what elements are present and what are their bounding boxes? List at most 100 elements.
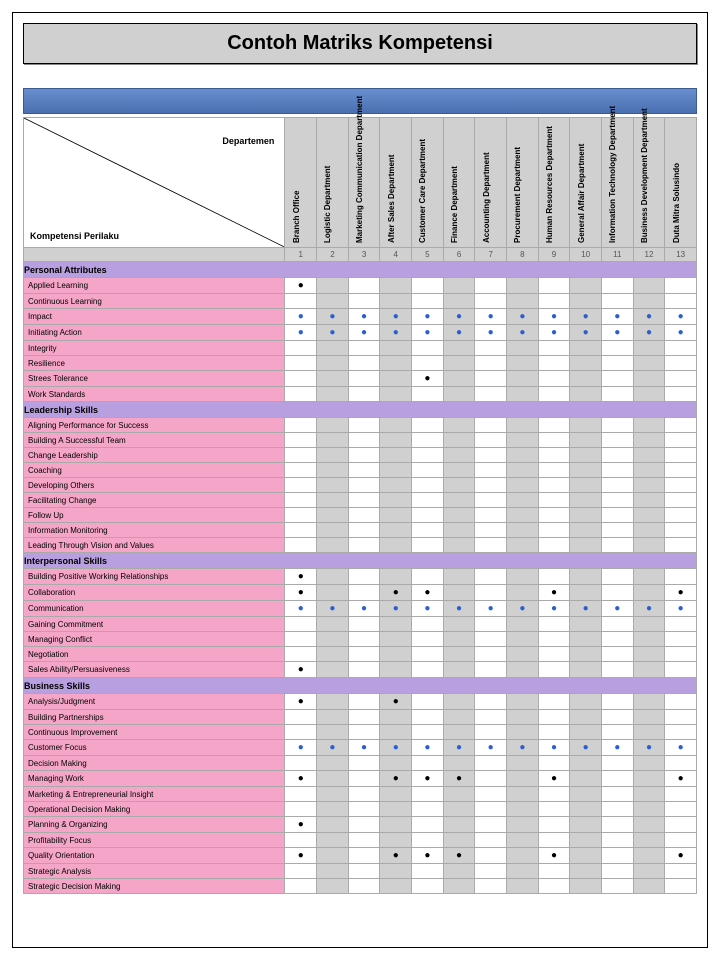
matrix-cell (633, 294, 665, 309)
matrix-cell (665, 387, 697, 402)
matrix-cell (665, 538, 697, 553)
matrix-cell (507, 585, 539, 601)
dept-number: 8 (507, 248, 539, 262)
dept-header: After Sales Department (380, 118, 412, 248)
matrix-cell (633, 371, 665, 387)
dot-icon: ● (519, 742, 525, 753)
matrix-cell (602, 371, 634, 387)
matrix-cell (602, 694, 634, 710)
matrix-cell (602, 771, 634, 787)
matrix-cell (507, 632, 539, 647)
matrix-cell: ● (285, 601, 317, 617)
matrix-cell: ● (538, 740, 570, 756)
matrix-cell (443, 569, 475, 585)
dot-icon: ● (614, 311, 620, 322)
matrix-cell (443, 341, 475, 356)
competency-label: Continuous Improvement (24, 725, 285, 740)
matrix-cell (380, 817, 412, 833)
matrix-cell (348, 771, 380, 787)
matrix-cell (538, 569, 570, 585)
dept-header: Customer Care Department (412, 118, 444, 248)
matrix-cell (633, 833, 665, 848)
matrix-cell: ● (570, 740, 602, 756)
matrix-cell (538, 694, 570, 710)
dot-icon: ● (456, 603, 462, 614)
matrix-cell (602, 493, 634, 508)
matrix-cell (412, 864, 444, 879)
matrix-cell (412, 662, 444, 678)
matrix-cell (285, 493, 317, 508)
matrix-cell (317, 771, 349, 787)
matrix-cell (570, 756, 602, 771)
matrix-cell (602, 647, 634, 662)
matrix-cell (317, 433, 349, 448)
matrix-cell: ● (538, 601, 570, 617)
matrix-cell (633, 569, 665, 585)
matrix-cell (317, 418, 349, 433)
matrix-cell (317, 478, 349, 493)
dot-icon: ● (456, 327, 462, 338)
competency-label: Managing Conflict (24, 632, 285, 647)
matrix-cell (443, 463, 475, 478)
competency-label: Operational Decision Making (24, 802, 285, 817)
matrix-cell (665, 647, 697, 662)
matrix-cell: ● (285, 278, 317, 294)
matrix-cell (633, 585, 665, 601)
matrix-cell (348, 356, 380, 371)
matrix-cell: ● (348, 740, 380, 756)
matrix-cell (665, 523, 697, 538)
matrix-cell (602, 848, 634, 864)
dept-label: Finance Department (450, 166, 459, 243)
matrix-cell (570, 294, 602, 309)
competency-label: Managing Work (24, 771, 285, 787)
dot-icon: ● (424, 603, 430, 614)
dot-icon: ● (393, 311, 399, 322)
dot-icon: ● (551, 587, 557, 598)
matrix-cell (475, 508, 507, 523)
matrix-cell (380, 710, 412, 725)
matrix-cell (538, 617, 570, 632)
dot-icon: ● (329, 603, 335, 614)
matrix-cell (602, 710, 634, 725)
dept-number: 5 (412, 248, 444, 262)
matrix-cell (507, 478, 539, 493)
matrix-cell: ● (443, 601, 475, 617)
matrix-cell (412, 356, 444, 371)
matrix-cell (665, 278, 697, 294)
matrix-cell (412, 478, 444, 493)
dot-icon: ● (298, 587, 304, 598)
matrix-cell (570, 478, 602, 493)
matrix-cell (475, 662, 507, 678)
matrix-cell (348, 647, 380, 662)
matrix-cell (380, 569, 412, 585)
matrix-cell: ● (380, 740, 412, 756)
matrix-cell (443, 448, 475, 463)
matrix-cell (633, 694, 665, 710)
matrix-cell (570, 817, 602, 833)
dot-icon: ● (424, 587, 430, 598)
matrix-cell (507, 694, 539, 710)
dot-icon: ● (298, 603, 304, 614)
matrix-cell (285, 463, 317, 478)
matrix-cell (507, 448, 539, 463)
matrix-cell (443, 662, 475, 678)
matrix-cell (602, 879, 634, 894)
matrix-cell (348, 493, 380, 508)
matrix-cell (348, 710, 380, 725)
dot-icon: ● (583, 742, 589, 753)
matrix-cell (570, 371, 602, 387)
matrix-cell: ● (665, 601, 697, 617)
matrix-cell (412, 879, 444, 894)
matrix-cell (475, 585, 507, 601)
matrix-cell (317, 710, 349, 725)
matrix-cell: ● (443, 325, 475, 341)
title-box: Contoh Matriks Kompetensi (23, 23, 697, 64)
matrix-cell (443, 787, 475, 802)
competency-label: Quality Orientation (24, 848, 285, 864)
matrix-cell (602, 787, 634, 802)
matrix-cell (633, 463, 665, 478)
dept-number: 2 (317, 248, 349, 262)
matrix-cell (570, 710, 602, 725)
matrix-cell (665, 710, 697, 725)
dept-number: 6 (443, 248, 475, 262)
